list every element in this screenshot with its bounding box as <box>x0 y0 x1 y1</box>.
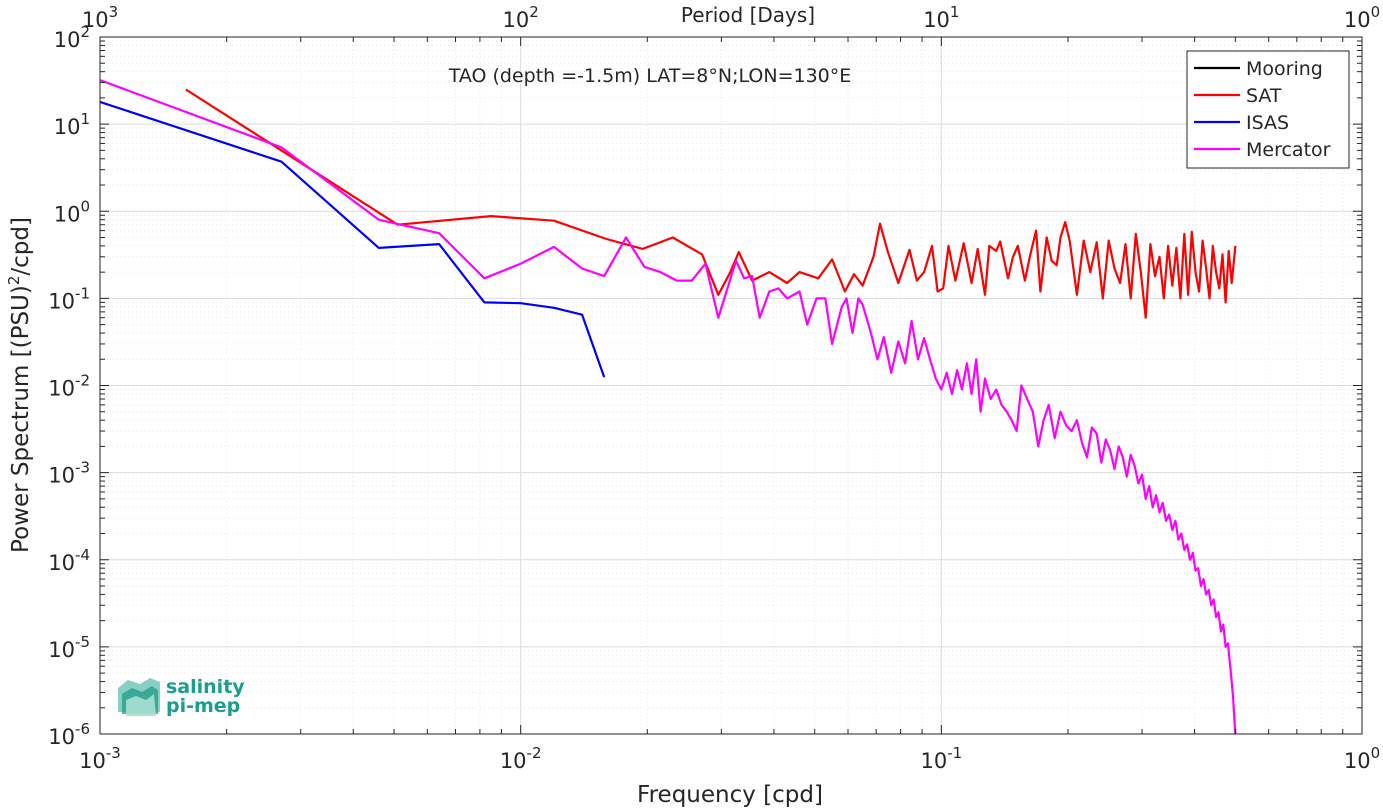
x-tick-label-base: 10 <box>1344 749 1371 773</box>
y-tick-label-base: 10 <box>48 638 75 662</box>
x2-tick-label: 103 <box>82 3 118 32</box>
y-tick-label: 100 <box>54 197 90 226</box>
legend-sat-label: SAT <box>1246 85 1282 107</box>
x2-tick-label-base: 10 <box>503 8 530 32</box>
x-tick-label-base: 10 <box>920 749 947 773</box>
legend: Mooring SAT ISAS Mercator <box>1186 50 1350 169</box>
x2-tick-label-exponent: 1 <box>950 3 960 21</box>
y-tick-label-base: 10 <box>54 28 81 52</box>
x2-tick-label-exponent: 2 <box>529 3 539 21</box>
y-tick-label-base: 10 <box>48 377 75 401</box>
x2-tick-label-base: 10 <box>923 8 950 32</box>
x-tick-label-exponent: -1 <box>947 744 962 762</box>
y-axis-label-sup: 2 <box>5 276 23 286</box>
y-tick-label: 10-4 <box>48 546 90 575</box>
y-axis-label-tail: /cpd] <box>8 217 34 276</box>
logo-line2: pi-mep <box>166 695 240 717</box>
logo-waves-front <box>126 694 156 716</box>
x2-tick-label: 100 <box>1344 3 1380 32</box>
x-tick-label: 10-2 <box>500 744 542 773</box>
y-tick-label: 10-6 <box>48 720 90 749</box>
y-tick-label-base: 10 <box>54 202 81 226</box>
legend-mooring-label: Mooring <box>1246 58 1323 80</box>
y-tick-label-exponent: -6 <box>75 720 90 738</box>
y-tick-label: 10-3 <box>48 459 90 488</box>
y-tick-label-exponent: 1 <box>80 110 90 128</box>
y-tick-label-exponent: 0 <box>80 197 90 215</box>
y-axis-label-main: Power Spectrum [(PSU) <box>8 285 34 553</box>
y-tick-label-exponent: -5 <box>75 633 90 651</box>
logo-line1: salinity <box>166 676 245 698</box>
y-tick-label-exponent: -4 <box>75 546 90 564</box>
y-tick-label-exponent: -2 <box>75 372 90 390</box>
chart-title: TAO (depth =-1.5m) LAT=8°N;LON=130°E <box>448 65 852 87</box>
y-tick-label-exponent: -3 <box>75 459 90 477</box>
series-mercator-line <box>99 79 1237 735</box>
x-axis-label: Frequency [cpd] <box>637 782 823 808</box>
x-tick-label: 10-3 <box>79 744 121 773</box>
y-tick-label: 10-5 <box>48 633 90 662</box>
grid <box>99 37 1362 735</box>
top-axis-label: Period [Days] <box>681 3 815 27</box>
y-tick-label-base: 10 <box>48 725 75 749</box>
series-isas-line <box>99 100 606 378</box>
y-tick-label-base: 10 <box>48 464 75 488</box>
y-tick-label-base: 10 <box>54 115 81 139</box>
x2-tick-label: 101 <box>923 3 959 32</box>
x2-tick-label: 102 <box>503 3 539 32</box>
legend-isas-label: ISAS <box>1246 112 1289 134</box>
x-tick-label-exponent: -3 <box>106 744 121 762</box>
legend-mercator-label: Mercator <box>1246 139 1331 161</box>
y-tick-label-base: 10 <box>48 289 75 313</box>
salinity-pi-mep-logo: salinity pi-mep <box>118 676 245 717</box>
y-tick-label: 102 <box>54 23 90 52</box>
y-tick-label: 10-1 <box>48 284 90 313</box>
x-tick-label-exponent: -2 <box>527 744 542 762</box>
x2-tick-label-exponent: 3 <box>109 3 119 21</box>
x2-tick-label-base: 10 <box>1344 8 1371 32</box>
x-tick-label-base: 10 <box>500 749 527 773</box>
x2-tick-label-base: 10 <box>82 8 109 32</box>
x-tick-label: 10-1 <box>920 744 962 773</box>
x-tick-label: 100 <box>1344 744 1380 773</box>
y-tick-label-exponent: -1 <box>75 284 90 302</box>
x-tick-label-base: 10 <box>79 749 106 773</box>
y-tick-label-base: 10 <box>48 551 75 575</box>
y-tick-label: 10-2 <box>48 372 90 401</box>
x-tick-label-exponent: 0 <box>1371 744 1381 762</box>
y-axis-label: Power Spectrum [(PSU)2/cpd] <box>5 217 34 553</box>
series-sat-line <box>185 88 1237 319</box>
y-tick-label-exponent: 2 <box>80 23 90 41</box>
y-tick-label: 101 <box>54 110 90 139</box>
x2-tick-label-exponent: 0 <box>1371 3 1381 21</box>
series-layer <box>99 79 1237 735</box>
